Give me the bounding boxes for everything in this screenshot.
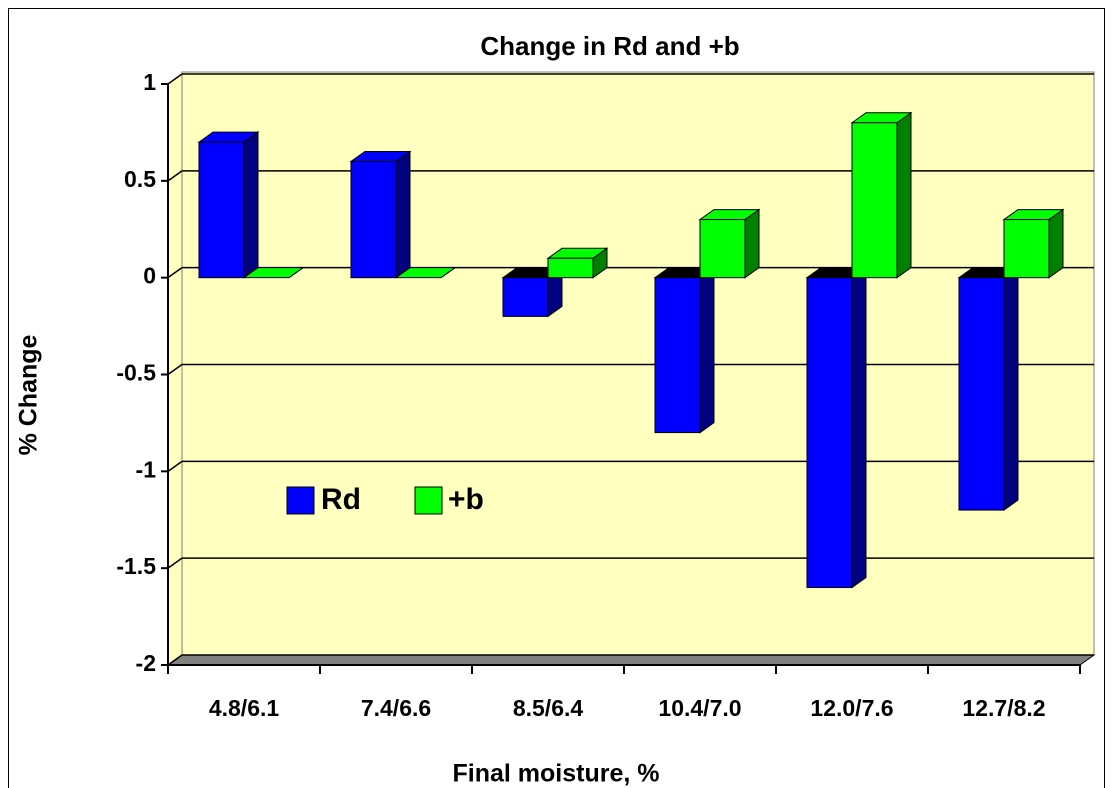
bar-group <box>242 267 305 279</box>
bar <box>699 219 746 279</box>
bar-side <box>1003 266 1019 512</box>
bar <box>1003 219 1050 279</box>
bar-side <box>1048 208 1064 279</box>
bar-group <box>349 150 412 279</box>
bar <box>654 277 701 434</box>
bar-group <box>805 266 868 589</box>
frame <box>8 8 1105 788</box>
bar-group <box>546 247 609 279</box>
chart-title: Change in Rd and +b <box>480 31 739 61</box>
grid-line-side <box>167 170 183 182</box>
grid-line-side <box>167 557 183 569</box>
bar-group <box>850 111 913 279</box>
y-tick-label: -0.5 <box>116 360 156 386</box>
bar-group <box>394 267 457 279</box>
grid-line-side <box>167 73 183 85</box>
x-tick-label: 12.0/7.6 <box>810 695 893 721</box>
floor <box>166 654 1096 666</box>
legend-swatch <box>414 486 443 515</box>
grid-line-side <box>167 363 183 376</box>
y-tick-label: -1.5 <box>116 553 156 579</box>
grid <box>167 73 1094 666</box>
x-tick-label: 4.8/6.1 <box>209 695 280 721</box>
axes: -2 -1.5 -1 -0.5 0 0.5 1 4.8/6.1 7.4/6.6 8.5/6.4 10… <box>116 69 1081 721</box>
wall-edge <box>181 71 1095 655</box>
bar-group <box>957 266 1020 512</box>
x-tick-label: 8.5/6.4 <box>513 695 584 721</box>
bar-group <box>197 131 260 279</box>
bar <box>350 160 397 279</box>
bar <box>198 141 245 279</box>
bar <box>851 122 898 279</box>
plot-wall <box>168 72 1094 665</box>
bar <box>958 277 1005 511</box>
bar-side <box>243 131 259 279</box>
bar <box>806 277 853 589</box>
legend-label: +b <box>448 483 484 516</box>
bar-top <box>242 267 305 279</box>
bar-group <box>1002 208 1065 279</box>
y-tick-label: -1 <box>136 456 157 482</box>
bars <box>197 111 1065 589</box>
y-tick-label: 1 <box>143 69 156 95</box>
legend-label: Rd <box>321 483 361 516</box>
y-tick-label: -2 <box>136 650 156 676</box>
grid-line-side <box>167 267 183 279</box>
grid-line-side <box>167 460 183 472</box>
y-tick-label: 0.5 <box>124 166 156 192</box>
bar-side <box>896 111 912 279</box>
bar-group <box>698 208 761 279</box>
bar-group <box>653 266 716 434</box>
bar-side <box>699 266 715 434</box>
x-axis-label: Final moisture, % <box>453 760 660 788</box>
grid-line-side <box>167 654 183 666</box>
legend-swatch <box>286 486 315 515</box>
bar <box>547 257 594 279</box>
bar-side <box>744 208 760 279</box>
bar <box>502 277 549 317</box>
x-tick-label: 7.4/6.6 <box>361 695 431 721</box>
bar-side <box>395 150 411 279</box>
y-axis-label: % Change <box>15 334 43 455</box>
x-tick-label: 12.7/8.2 <box>962 695 1045 721</box>
bar-top <box>394 267 457 279</box>
y-tick-label: 0 <box>143 263 156 289</box>
bar-side <box>851 266 867 589</box>
x-tick-label: 10.4/7.0 <box>658 695 741 721</box>
bar-group <box>501 266 564 318</box>
